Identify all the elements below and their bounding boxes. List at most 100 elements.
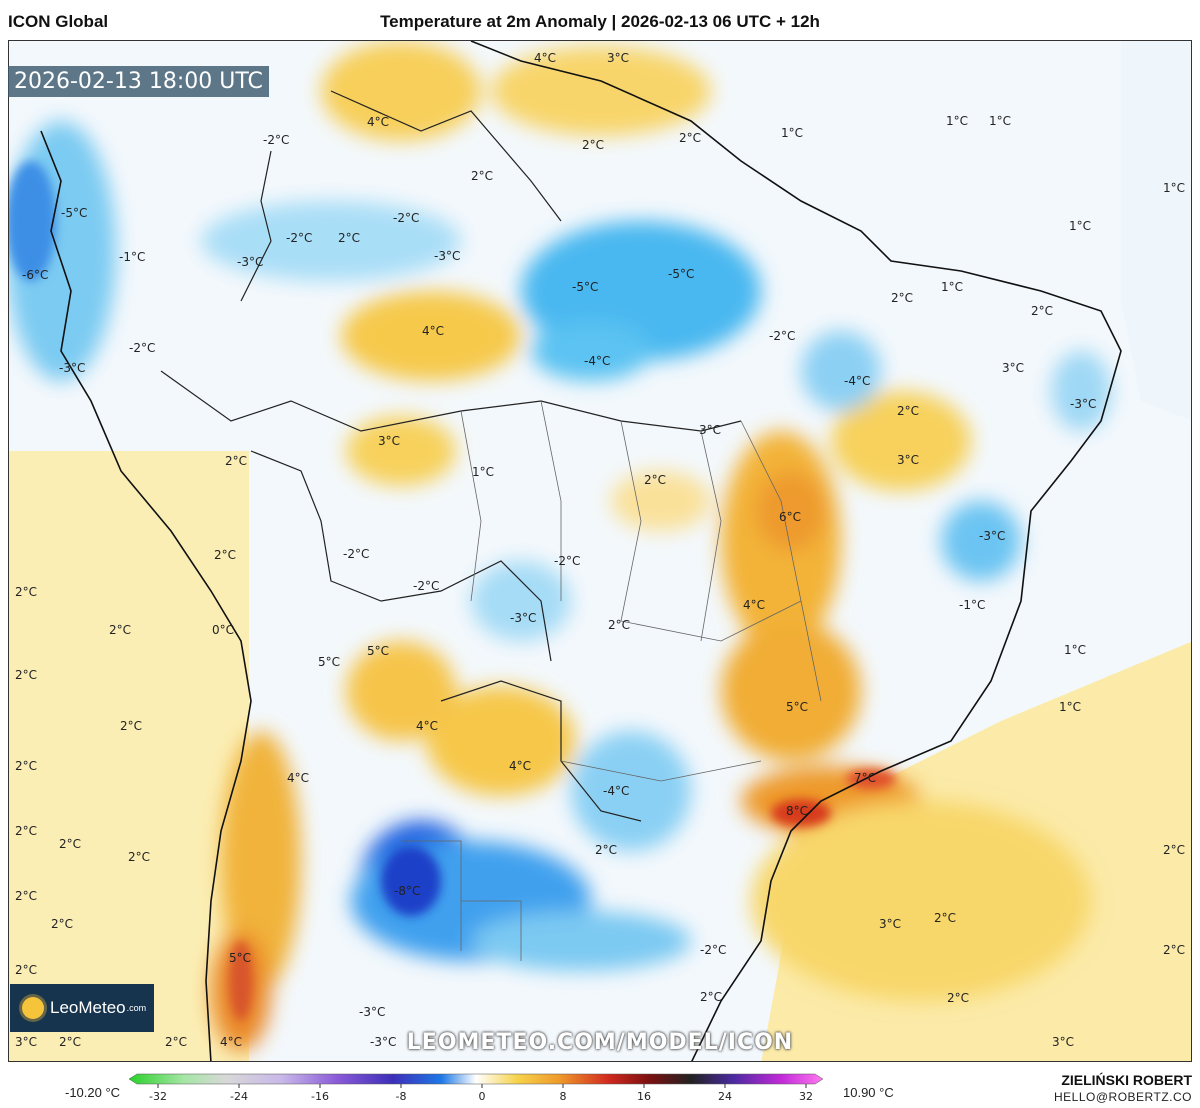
temperature-label: 2°C: [120, 719, 143, 733]
temperature-label: -3°C: [359, 1005, 386, 1019]
legend-tick-label: 0: [479, 1090, 486, 1103]
legend-max-label: 10.90 °C: [843, 1085, 894, 1100]
temperature-label: -2°C: [769, 329, 796, 343]
temperature-label: -4°C: [603, 784, 630, 798]
author-name: ZIELIŃSKI ROBERT: [1061, 1072, 1192, 1088]
legend-tick-label: 24: [718, 1090, 732, 1103]
temperature-label: 1°C: [941, 280, 964, 294]
temperature-label: 2°C: [700, 990, 723, 1004]
temperature-label: 2°C: [897, 404, 920, 418]
temperature-label: 2°C: [595, 843, 618, 857]
temperature-label: 5°C: [367, 644, 390, 658]
temperature-label: -2°C: [413, 579, 440, 593]
temperature-label: 5°C: [318, 655, 341, 669]
temperature-label: -3°C: [979, 529, 1006, 543]
temperature-label: -1°C: [959, 598, 986, 612]
model-url-watermark: LEOMETEO.COM/MODEL/ICON: [406, 1030, 794, 1055]
temperature-label: -6°C: [22, 268, 49, 282]
temperature-label: 6°C: [779, 510, 802, 524]
temperature-label: 5°C: [786, 700, 809, 714]
temperature-label: 3°C: [15, 1035, 38, 1049]
temperature-label: -2°C: [700, 943, 727, 957]
temperature-label: 1°C: [781, 126, 804, 140]
temperature-label: 1°C: [472, 465, 495, 479]
temperature-label: 1°C: [1163, 181, 1186, 195]
state-borders: [401, 400, 822, 961]
coastline: [40, 41, 1122, 1061]
temperature-label: 3°C: [1002, 361, 1025, 375]
anomaly-fields: [9, 41, 1111, 1051]
temperature-label: 2°C: [15, 668, 38, 682]
temperature-label: 2°C: [338, 231, 361, 245]
temperature-label: 2°C: [51, 917, 74, 931]
temperature-label: 2°C: [644, 473, 667, 487]
temperature-label: -8°C: [394, 884, 421, 898]
temperature-label: 2°C: [225, 454, 248, 468]
temperature-label: 2°C: [15, 889, 38, 903]
legend-tick-label: 16: [637, 1090, 651, 1103]
temperature-label: -2°C: [263, 133, 290, 147]
legend-tick-label: 32: [799, 1090, 813, 1103]
temperature-label: -2°C: [343, 547, 370, 561]
temperature-label: -5°C: [61, 206, 88, 220]
temperature-label: -4°C: [844, 374, 871, 388]
temperature-label: -2°C: [393, 211, 420, 225]
temperature-label: -2°C: [129, 341, 156, 355]
temperature-label: 1°C: [1064, 643, 1087, 657]
sun-icon: [22, 997, 44, 1019]
temperature-label: -3°C: [434, 249, 461, 263]
temperature-label: 5°C: [229, 951, 252, 965]
temperature-label: 3°C: [607, 51, 630, 65]
temperature-label: 1°C: [1069, 219, 1092, 233]
header-bar: ICON Global Temperature at 2m Anomaly | …: [0, 0, 1200, 40]
temperature-label: 3°C: [879, 917, 902, 931]
temperature-label: 3°C: [699, 423, 722, 437]
temperature-label: -1°C: [119, 250, 146, 264]
legend-tick-label: -8: [396, 1090, 407, 1103]
temperature-label: -5°C: [668, 267, 695, 281]
leometeo-logo[interactable]: LeoMeteo .com: [10, 984, 154, 1032]
temperature-label: -5°C: [572, 280, 599, 294]
temperature-label: 4°C: [534, 51, 557, 65]
temperature-label: 3°C: [1052, 1035, 1075, 1049]
temperature-label: 2°C: [1163, 943, 1186, 957]
temperature-label: -3°C: [1070, 397, 1097, 411]
anomaly-map: 4°C 3°C 4°C 1°C 1°C 1°C -2°C 2°C 2°C 2°C 1°C -5°C -2…: [8, 40, 1192, 1062]
temperature-label: 4°C: [422, 324, 445, 338]
legend-tick-label: -32: [149, 1090, 167, 1103]
logo-text: LeoMeteo: [50, 998, 126, 1017]
temperature-label: 4°C: [509, 759, 532, 773]
temperature-label: 3°C: [897, 453, 920, 467]
temperature-label: -3°C: [237, 255, 264, 269]
legend-tick-label: -24: [230, 1090, 248, 1103]
temperature-label: 2°C: [679, 131, 702, 145]
logo-suffix: .com: [126, 1003, 147, 1013]
temperature-label: 2°C: [59, 837, 82, 851]
legend-tick-label: -16: [311, 1090, 329, 1103]
temperature-label: -3°C: [510, 611, 537, 625]
temperature-label: -4°C: [584, 354, 611, 368]
temperature-label: 2°C: [15, 585, 38, 599]
author-email: HELLO@ROBERTZ.CO: [1054, 1090, 1192, 1104]
temperature-label: 0°C: [212, 623, 235, 637]
temperature-label: 2°C: [891, 291, 914, 305]
anomaly-cores: [9, 161, 896, 1021]
temperature-label: 2°C: [15, 824, 38, 838]
legend-min-label: -10.20 °C: [65, 1085, 121, 1100]
temperature-label: 3°C: [378, 434, 401, 448]
temperature-label: 2°C: [1163, 843, 1186, 857]
temperature-label: 2°C: [934, 911, 957, 925]
temperature-label: 2°C: [109, 623, 132, 637]
temperature-label: 8°C: [786, 804, 809, 818]
temperature-label: 4°C: [367, 115, 390, 129]
temperature-label: -2°C: [554, 554, 581, 568]
temperature-label: 2°C: [59, 1035, 82, 1049]
temperature-label: 2°C: [1031, 304, 1054, 318]
color-legend: -10.20 °C -32 -24 -16 -8 0 8 16 24 32 10.90 °C Z…: [0, 1064, 1200, 1108]
temperature-label: 4°C: [743, 598, 766, 612]
pacific-ocean-area: [9, 451, 249, 1061]
temperature-label: 4°C: [287, 771, 310, 785]
map-canvas: [9, 41, 1191, 1061]
temperature-label: 1°C: [1059, 700, 1082, 714]
temperature-label: 2°C: [128, 850, 151, 864]
